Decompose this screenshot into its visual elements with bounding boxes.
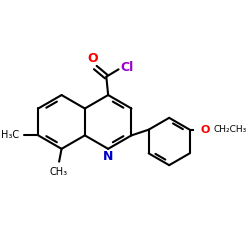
- Text: H₃C: H₃C: [1, 130, 19, 140]
- Text: O: O: [88, 52, 98, 65]
- Text: CH₂CH₃: CH₂CH₃: [214, 125, 247, 134]
- Text: N: N: [103, 150, 113, 163]
- Text: CH₃: CH₃: [50, 166, 68, 176]
- Text: Cl: Cl: [120, 61, 134, 74]
- Text: O: O: [201, 125, 210, 135]
